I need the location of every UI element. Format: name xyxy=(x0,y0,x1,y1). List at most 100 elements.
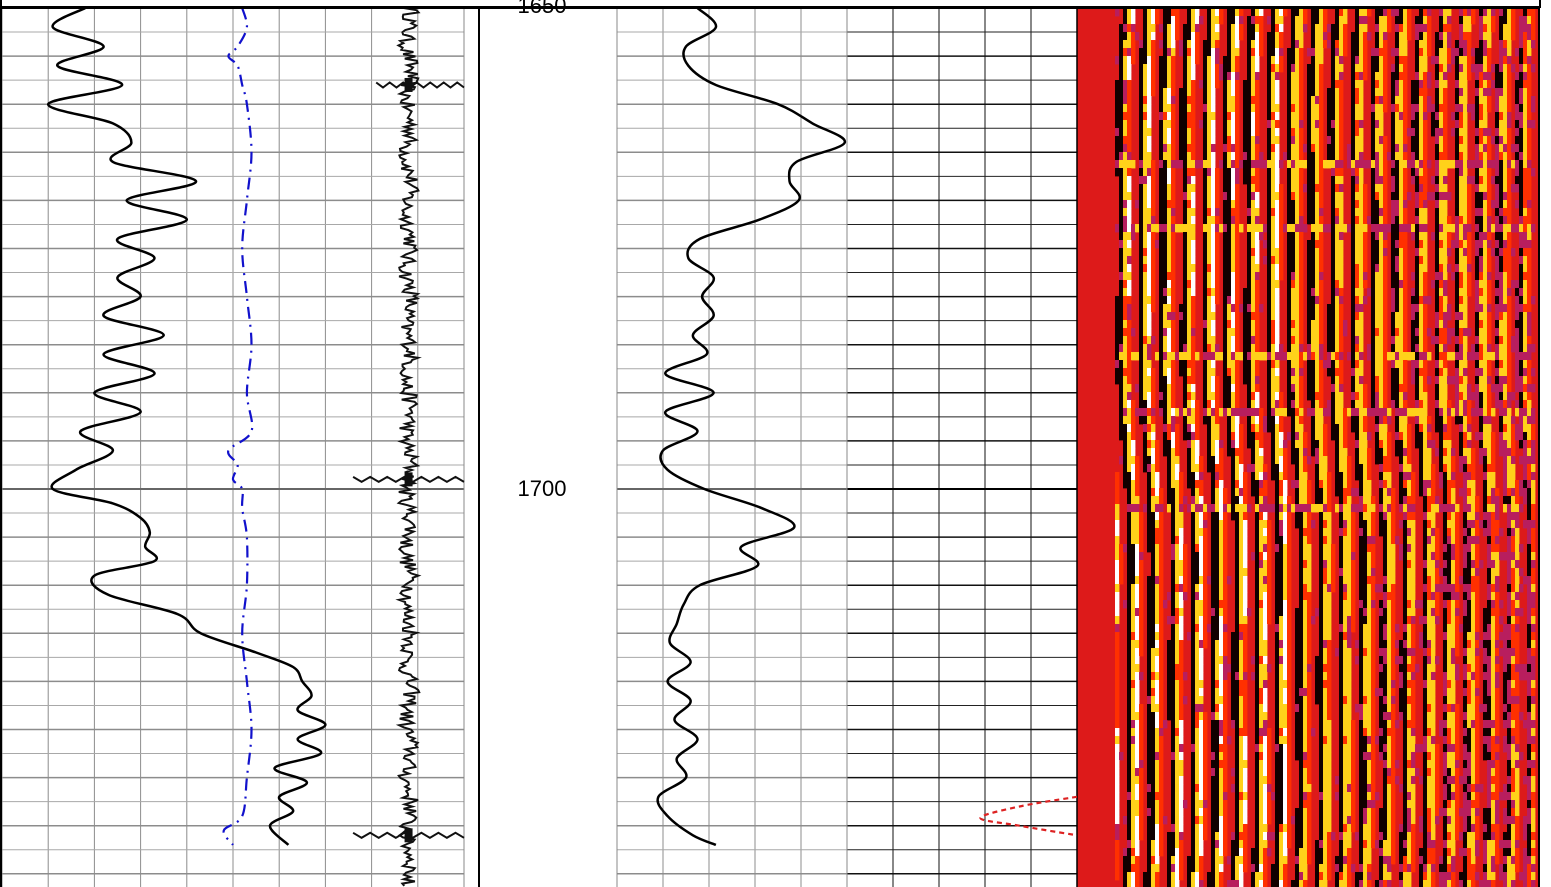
heatmap-cell xyxy=(1527,216,1532,225)
heatmap-cell xyxy=(1479,168,1484,177)
heatmap-cell xyxy=(1415,408,1420,417)
heatmap-cell xyxy=(1463,368,1468,377)
heatmap-cell xyxy=(1511,432,1516,441)
heatmap-cell xyxy=(1203,376,1208,385)
heatmap-cell xyxy=(1299,488,1304,497)
heatmap-cell xyxy=(1315,88,1320,97)
heatmap-cell xyxy=(1471,160,1476,169)
heatmap-cell xyxy=(1475,216,1480,225)
heatmap-cell xyxy=(1359,184,1364,193)
heatmap-cell xyxy=(1159,136,1164,145)
heatmap-cell xyxy=(1339,368,1344,377)
heatmap-cell xyxy=(1379,120,1384,129)
heatmap-cell xyxy=(1267,144,1272,153)
heatmap-cell xyxy=(1203,200,1208,209)
heatmap-cell xyxy=(1399,464,1404,473)
heatmap-cell xyxy=(1403,480,1408,489)
heatmap-cell xyxy=(1223,392,1228,401)
heatmap-cell xyxy=(1127,248,1132,257)
heatmap-cell xyxy=(1187,168,1192,177)
heatmap-cell xyxy=(1367,352,1372,361)
heatmap-cell xyxy=(1255,328,1260,337)
heatmap-cell xyxy=(1271,224,1276,233)
heatmap-cell xyxy=(1299,288,1304,297)
heatmap-cell xyxy=(1191,320,1196,329)
heatmap-cell xyxy=(1207,232,1212,241)
heatmap-cell xyxy=(1495,368,1500,377)
heatmap-cell xyxy=(1343,416,1348,425)
heatmap-cell xyxy=(1115,160,1120,169)
heatmap-cell xyxy=(1383,344,1388,353)
heatmap-cell xyxy=(1355,384,1360,393)
heatmap-cell xyxy=(1383,392,1388,401)
heatmap-cell xyxy=(1203,64,1208,73)
heatmap-cell xyxy=(1299,160,1304,169)
heatmap-cell xyxy=(1379,128,1384,137)
heatmap-cell xyxy=(1271,136,1276,145)
heatmap-cell xyxy=(1131,16,1136,25)
heatmap-cell xyxy=(1483,288,1488,297)
heatmap-cell xyxy=(1415,320,1420,329)
heatmap-cell xyxy=(1383,472,1388,481)
heatmap-cell xyxy=(1275,152,1280,161)
heatmap-cell xyxy=(1267,32,1272,41)
heatmap-cell xyxy=(1415,368,1420,377)
heatmap-cell xyxy=(1235,432,1240,441)
heatmap-cell xyxy=(1211,288,1216,297)
heatmap-cell xyxy=(1139,312,1144,321)
heatmap-cell xyxy=(1491,64,1496,73)
heatmap-cell xyxy=(1215,232,1220,241)
heatmap-cell xyxy=(1487,264,1492,273)
heatmap-cell xyxy=(1527,144,1532,153)
heatmap-cell xyxy=(1159,408,1164,417)
heatmap-cell xyxy=(1251,160,1256,169)
heatmap-cell xyxy=(1159,120,1164,129)
heatmap-cell xyxy=(1147,464,1152,473)
heatmap-cell xyxy=(1287,208,1292,217)
heatmap-cell xyxy=(1443,136,1448,145)
heatmap-cell xyxy=(1279,48,1284,57)
heatmap-cell xyxy=(1383,152,1388,161)
heatmap-cell xyxy=(1499,232,1504,241)
heatmap-cell xyxy=(1207,96,1212,105)
heatmap-cell xyxy=(1339,168,1344,177)
heatmap-cell xyxy=(1271,208,1276,217)
heatmap-cell xyxy=(1319,456,1324,465)
heatmap-cell xyxy=(1147,256,1152,265)
heatmap-cell xyxy=(1163,216,1168,225)
heatmap-cell xyxy=(1427,472,1432,481)
heatmap-cell xyxy=(1327,320,1332,329)
heatmap-cell xyxy=(1271,64,1276,73)
heatmap-cell xyxy=(1411,360,1416,369)
heatmap-cell xyxy=(1227,376,1232,385)
heatmap-cell xyxy=(1231,504,1236,513)
heatmap-cell xyxy=(1195,160,1200,169)
heatmap-cell xyxy=(1339,152,1344,161)
heatmap-cell xyxy=(1459,296,1464,305)
heatmap-cell xyxy=(1479,8,1484,17)
heatmap-cell xyxy=(1251,416,1256,425)
heatmap-cell xyxy=(1219,456,1224,465)
heatmap-cell xyxy=(1411,104,1416,113)
heatmap-cell xyxy=(1483,376,1488,385)
heatmap-cell xyxy=(1227,40,1232,49)
heatmap-cell xyxy=(1235,288,1240,297)
heatmap-cell xyxy=(1375,96,1380,105)
heatmap-cell xyxy=(1371,312,1376,321)
heatmap-cell xyxy=(1159,72,1164,81)
heatmap-cell xyxy=(1523,344,1528,353)
heatmap-cell xyxy=(1163,136,1168,145)
heatmap-cell xyxy=(1527,48,1532,57)
heatmap-cell xyxy=(1523,32,1528,41)
heatmap-cell xyxy=(1467,288,1472,297)
heatmap-cell xyxy=(1147,32,1152,41)
heatmap-cell xyxy=(1235,400,1240,409)
heatmap-cell xyxy=(1403,184,1408,193)
heatmap-cell xyxy=(1379,360,1384,369)
heatmap-cell xyxy=(1151,408,1156,417)
heatmap-cell xyxy=(1327,128,1332,137)
heatmap-cell xyxy=(1355,192,1360,201)
heatmap-cell xyxy=(1139,104,1144,113)
heatmap-cell xyxy=(1123,176,1128,185)
heatmap-cell xyxy=(1123,336,1128,345)
